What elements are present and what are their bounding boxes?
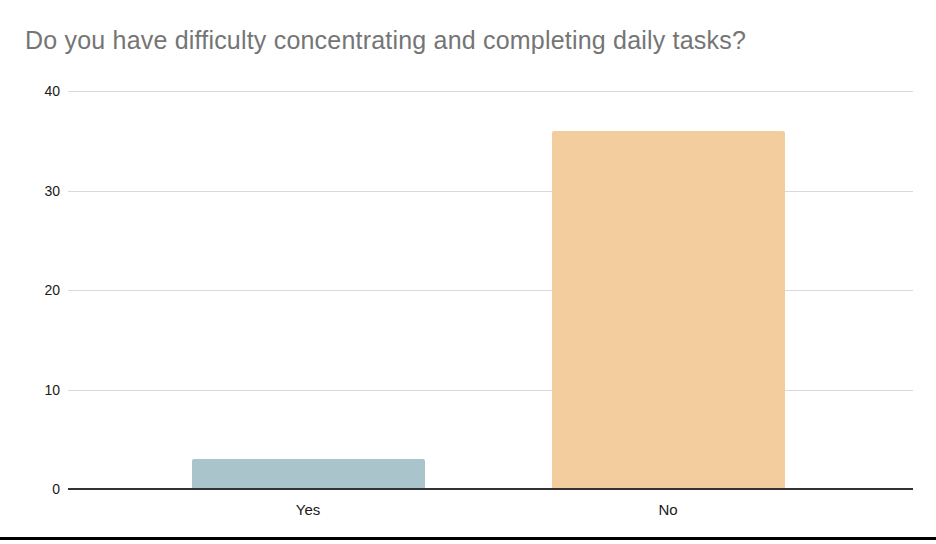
- bottom-edge-line: [0, 537, 936, 540]
- y-tick-label-20: 20: [20, 282, 60, 298]
- gridline-20: [68, 290, 913, 291]
- bar-yes: [192, 459, 425, 489]
- gridline-10: [68, 390, 913, 391]
- gridline-30: [68, 191, 913, 192]
- chart-canvas: Do you have difficulty concentrating and…: [0, 0, 936, 544]
- y-tick-label-10: 10: [20, 382, 60, 398]
- chart-title: Do you have difficulty concentrating and…: [25, 26, 746, 55]
- bar-no: [552, 131, 785, 489]
- gridline-40: [68, 91, 913, 92]
- y-tick-label-0: 0: [20, 481, 60, 497]
- x-axis-line: [68, 488, 913, 490]
- y-tick-label-30: 30: [20, 183, 60, 199]
- x-category-label-yes: Yes: [248, 501, 368, 519]
- y-tick-label-40: 40: [20, 83, 60, 99]
- x-category-label-no: No: [608, 501, 728, 519]
